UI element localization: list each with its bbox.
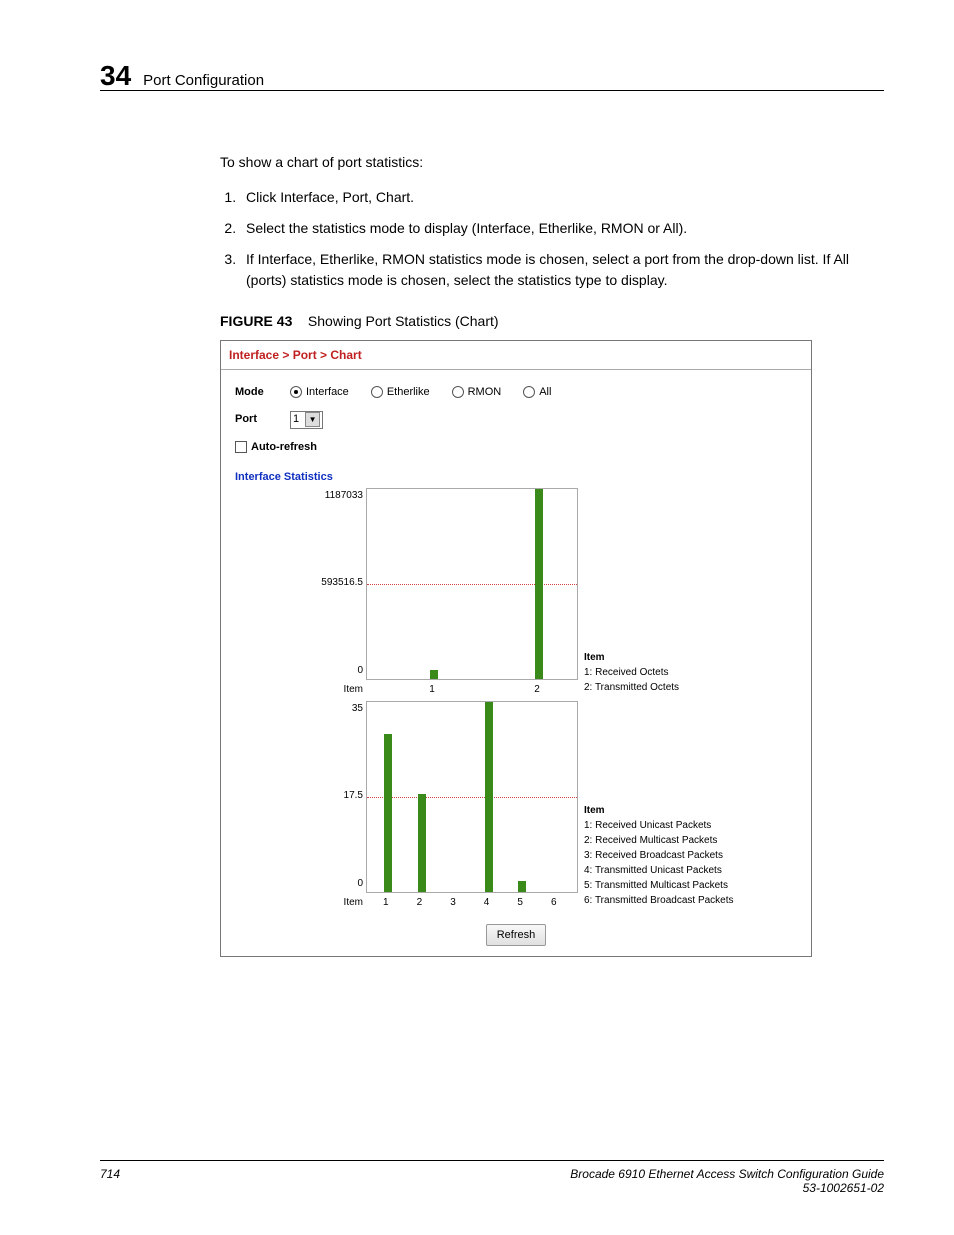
xtick: 4 xyxy=(484,895,490,910)
breadcrumb: Interface > Port > Chart xyxy=(221,341,811,370)
figure-caption: FIGURE 43 Showing Port Statistics (Chart… xyxy=(220,311,884,332)
legend-item: 1: Received Octets xyxy=(584,665,679,680)
mode-radio-all[interactable]: All xyxy=(523,384,551,401)
mode-radio-interface[interactable]: Interface xyxy=(290,384,349,401)
figure-title: Showing Port Statistics (Chart) xyxy=(308,313,499,329)
chart1-xticks: 12 xyxy=(366,682,576,694)
ytick: 0 xyxy=(357,663,363,678)
ytick: 593516.5 xyxy=(321,575,363,590)
xtick: 1 xyxy=(429,682,435,697)
radio-icon xyxy=(523,386,535,398)
bar xyxy=(384,734,392,891)
chart1-plot xyxy=(366,488,578,680)
chart2-yaxis: 35 17.5 0 xyxy=(315,701,366,891)
radio-icon xyxy=(452,386,464,398)
intro-text: To show a chart of port statistics: xyxy=(220,152,884,173)
xtick: 5 xyxy=(517,895,523,910)
charts-region: 1187033 593516.5 0 Item 12 xyxy=(235,488,797,910)
autorefresh-checkbox[interactable] xyxy=(235,441,247,453)
legend-title: Item xyxy=(584,803,734,818)
xtick: 6 xyxy=(551,895,557,910)
radio-label: All xyxy=(539,384,551,401)
mode-row: Mode Interface Etherlike RMON All xyxy=(235,384,797,401)
chart1-block: 1187033 593516.5 0 Item 12 xyxy=(315,488,578,697)
legend-item: 3: Received Broadcast Packets xyxy=(584,848,734,863)
chart2-midline xyxy=(367,797,577,798)
radio-icon xyxy=(290,386,302,398)
stats-section-title: Interface Statistics xyxy=(235,469,797,486)
radio-label: RMON xyxy=(468,384,502,401)
chart2-plot xyxy=(366,701,578,893)
radio-label: Etherlike xyxy=(387,384,430,401)
mode-label: Mode xyxy=(235,384,290,401)
legend-item: 6: Transmitted Broadcast Packets xyxy=(584,893,734,908)
steps-list: Click Interface, Port, Chart. Select the… xyxy=(220,187,884,291)
bar xyxy=(535,489,543,679)
port-row: Port 1 ▼ xyxy=(235,411,797,429)
mode-radio-rmon[interactable]: RMON xyxy=(452,384,502,401)
chart2-row: 35 17.5 0 Item 1 2 3 4 5 6 xyxy=(315,701,797,910)
step-item: Click Interface, Port, Chart. xyxy=(240,187,884,208)
chart1-legend-items: 1: Received Octets2: Transmitted Octets xyxy=(584,665,679,695)
xtick: 1 xyxy=(383,895,389,910)
chart2-xticks: 1 2 3 4 5 6 xyxy=(366,895,576,907)
legend-title: Item xyxy=(584,650,679,665)
radio-icon xyxy=(371,386,383,398)
legend-item: 2: Transmitted Octets xyxy=(584,680,679,695)
port-select[interactable]: 1 ▼ xyxy=(290,411,323,429)
step-item: Select the statistics mode to display (I… xyxy=(240,218,884,239)
mode-radio-etherlike[interactable]: Etherlike xyxy=(371,384,430,401)
xaxis-label: Item xyxy=(315,895,366,910)
chart1-yaxis: 1187033 593516.5 0 xyxy=(315,488,366,678)
ytick: 17.5 xyxy=(344,788,363,803)
xaxis-label: Item xyxy=(315,682,366,697)
chart2-legend: Item 1: Received Unicast Packets2: Recei… xyxy=(584,803,734,908)
chart1-legend: Item 1: Received Octets2: Transmitted Oc… xyxy=(584,650,679,695)
header-rule xyxy=(100,90,884,91)
chevron-down-icon: ▼ xyxy=(305,412,320,427)
page-number: 714 xyxy=(100,1167,120,1195)
button-row: Refresh xyxy=(235,924,797,947)
legend-item: 5: Transmitted Multicast Packets xyxy=(584,878,734,893)
chapter-number: 34 xyxy=(100,60,131,92)
refresh-button[interactable]: Refresh xyxy=(486,924,547,947)
chart2-legend-items: 1: Received Unicast Packets2: Received M… xyxy=(584,818,734,908)
bar xyxy=(430,670,438,678)
ytick: 1187033 xyxy=(325,488,363,503)
page-header: 34 Port Configuration xyxy=(100,60,884,92)
chapter-title: Port Configuration xyxy=(143,72,264,89)
radio-label: Interface xyxy=(306,384,349,401)
ytick: 35 xyxy=(352,701,363,716)
doc-title: Brocade 6910 Ethernet Access Switch Conf… xyxy=(570,1167,884,1181)
page-footer: 714 Brocade 6910 Ethernet Access Switch … xyxy=(100,1160,884,1195)
mode-radio-group: Interface Etherlike RMON All xyxy=(290,384,551,401)
xtick: 3 xyxy=(450,895,456,910)
chart1-row: 1187033 593516.5 0 Item 12 xyxy=(315,488,797,697)
chart2-xaxis: Item 1 2 3 4 5 6 xyxy=(315,895,576,910)
ytick: 0 xyxy=(357,876,363,891)
figure-label: FIGURE 43 xyxy=(220,313,292,329)
xtick: 2 xyxy=(534,682,540,697)
bar xyxy=(518,881,526,892)
chart1-midline xyxy=(367,584,577,585)
chart-panel: Interface > Port > Chart Mode Interface E… xyxy=(220,340,812,957)
bar xyxy=(418,794,426,892)
chart2-block: 35 17.5 0 Item 1 2 3 4 5 6 xyxy=(315,701,578,910)
step-item: If Interface, Etherlike, RMON statistics… xyxy=(240,249,884,291)
port-label: Port xyxy=(235,411,290,428)
legend-item: 2: Received Multicast Packets xyxy=(584,833,734,848)
port-value: 1 xyxy=(293,411,299,428)
bar xyxy=(485,702,493,892)
chart1-xaxis: Item 12 xyxy=(315,682,576,697)
xtick: 2 xyxy=(417,895,423,910)
autorefresh-row: Auto-refresh xyxy=(235,439,797,456)
doc-number: 53-1002651-02 xyxy=(803,1181,884,1195)
legend-item: 1: Received Unicast Packets xyxy=(584,818,734,833)
legend-item: 4: Transmitted Unicast Packets xyxy=(584,863,734,878)
autorefresh-label: Auto-refresh xyxy=(251,439,317,456)
